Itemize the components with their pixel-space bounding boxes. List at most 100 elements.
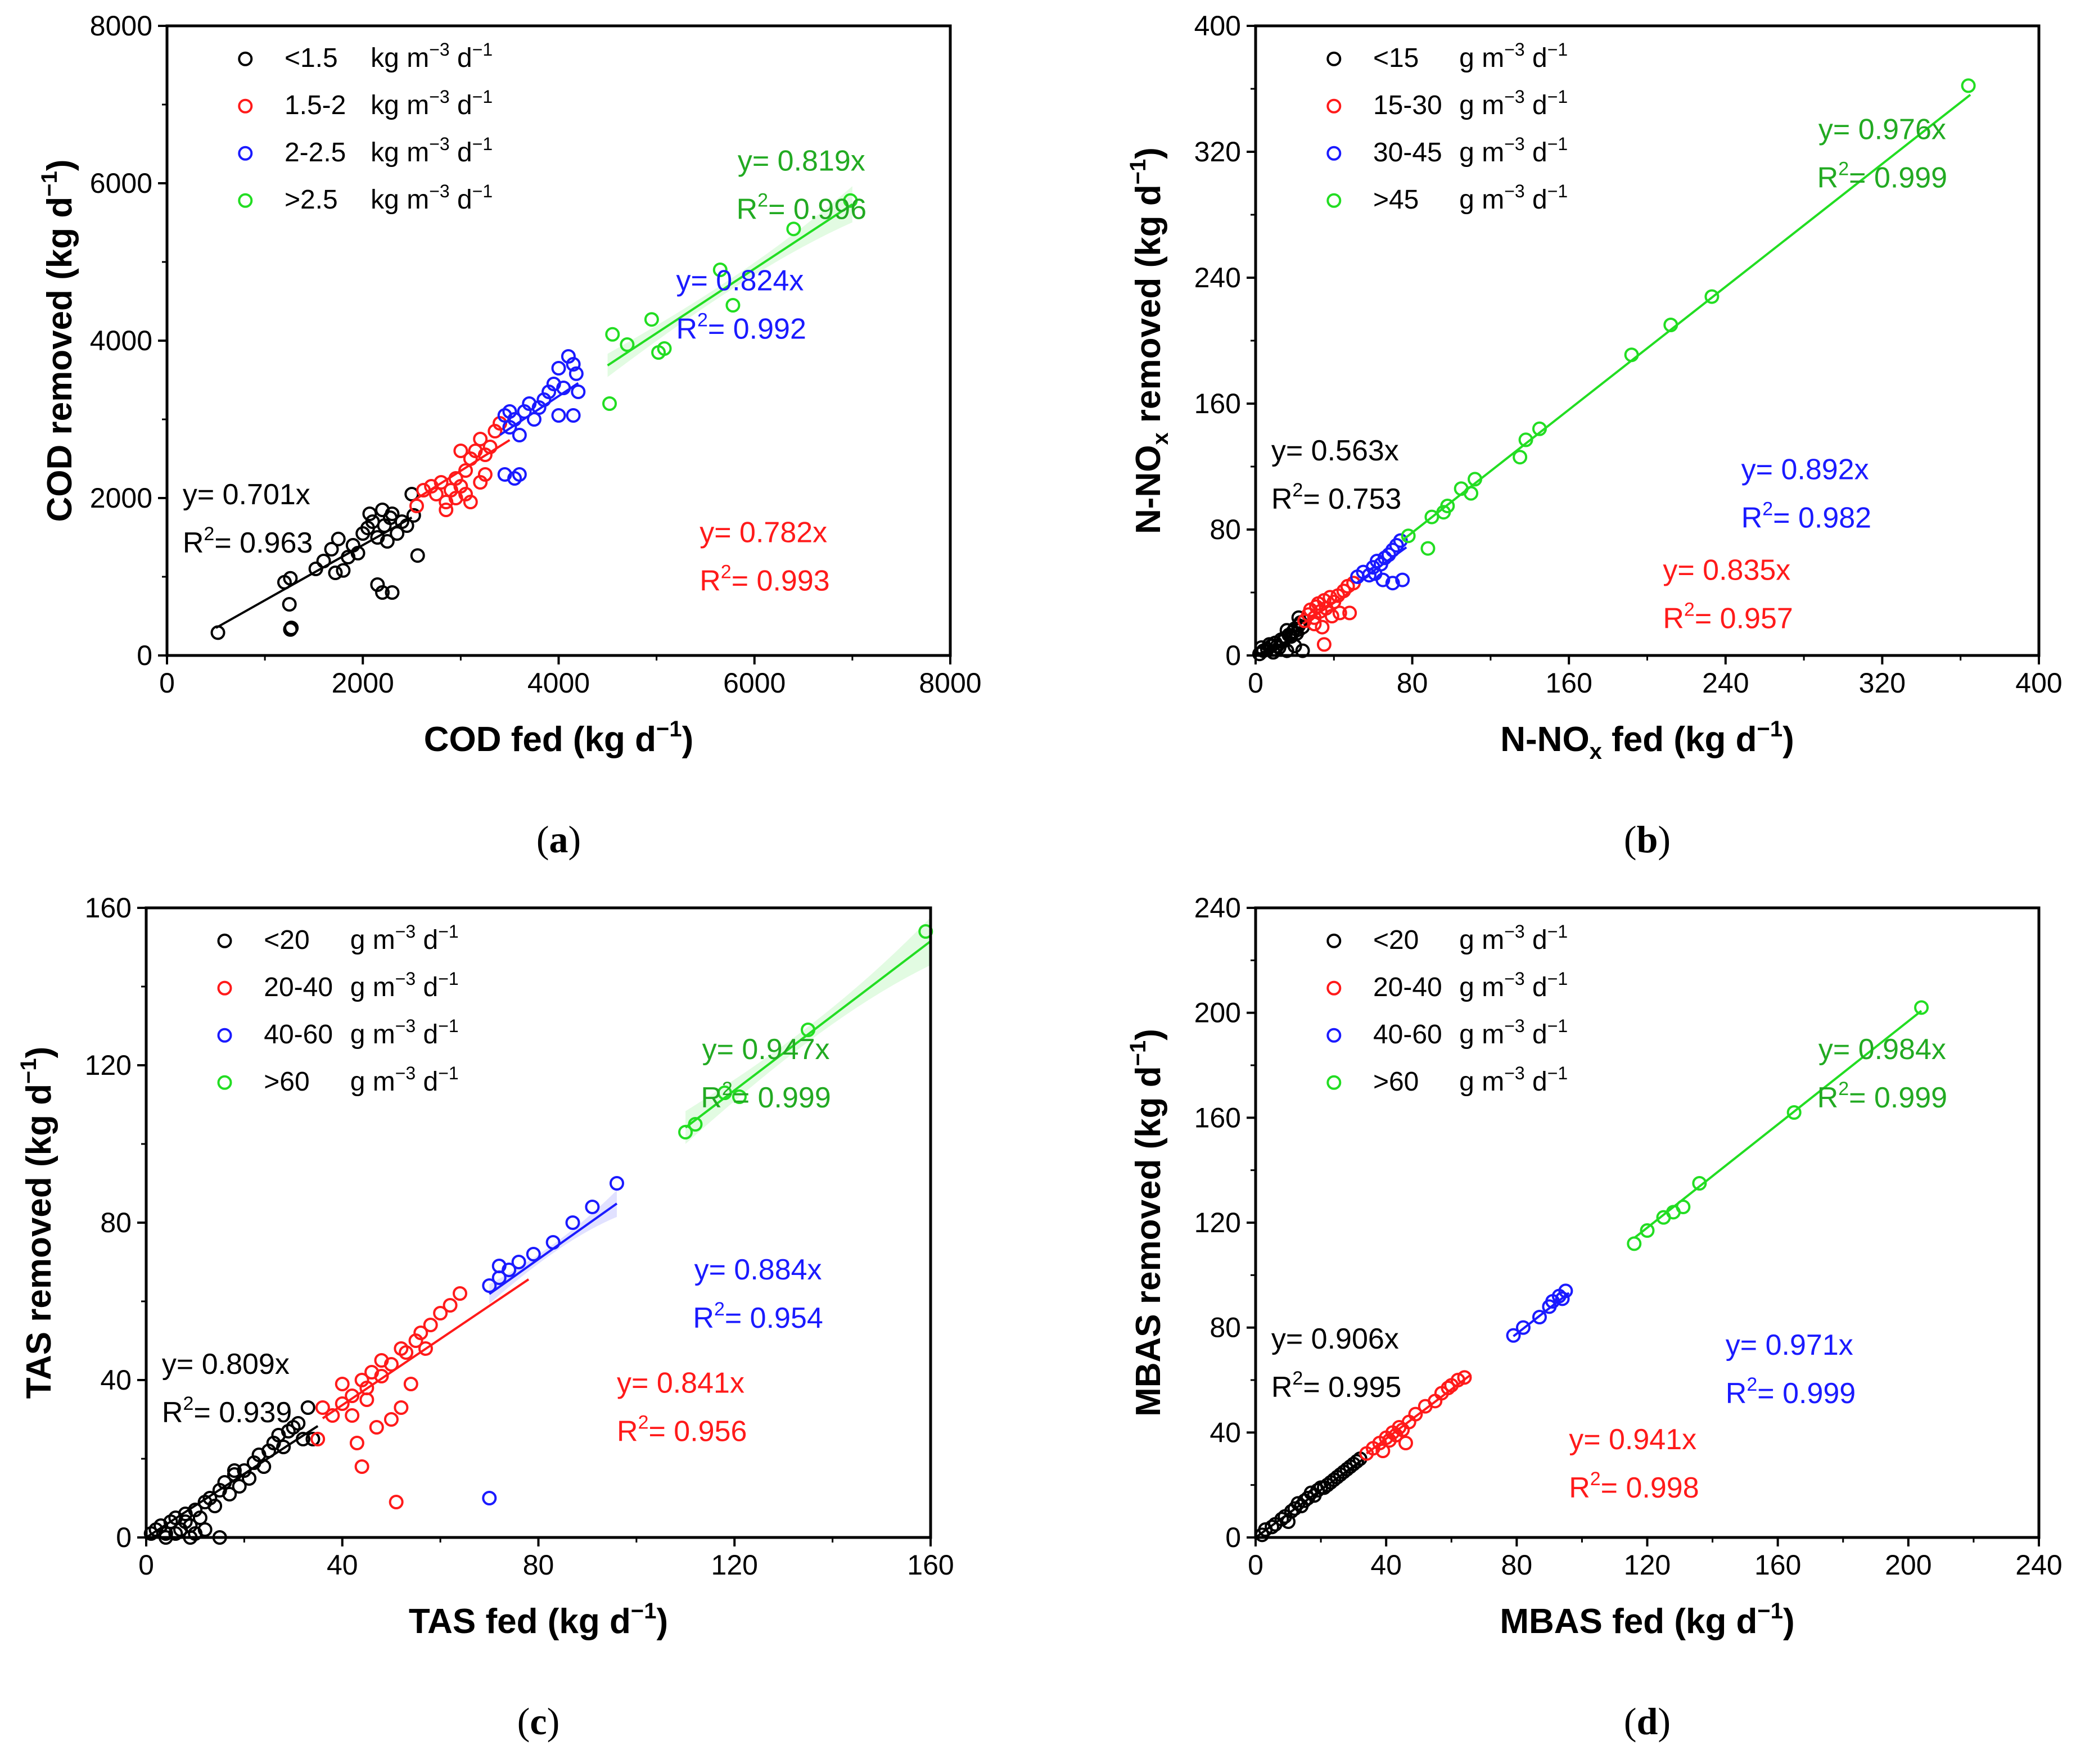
data-point-c-1-29 (374, 1369, 389, 1383)
y-tick-label-d-4: 160 (1194, 1102, 1241, 1133)
legend-marker-a-2 (238, 146, 253, 161)
legend-unit-c-2: g m−3 d−1 (350, 1016, 459, 1050)
fit-r2-b-2: R2= 0.982 (1741, 498, 1871, 534)
data-point-a-3-5 (657, 341, 672, 356)
legend-unit-c-0: g m−3 d−1 (350, 921, 459, 955)
fit-r2-a-3: R2= 0.996 (737, 190, 866, 226)
x-tick-label-a-1: 2000 (332, 667, 394, 699)
panel-label-d: (d) (1624, 1700, 1671, 1743)
fit-equation-b-1: y= 0.835x (1663, 554, 1790, 587)
legend-marker-b-0 (1326, 51, 1342, 66)
fit-line-a-3 (607, 203, 853, 367)
fit-equation-b-0: y= 0.563x (1271, 435, 1399, 467)
data-point-a-0-10 (328, 566, 343, 580)
data-point-b-1-19 (1307, 617, 1322, 631)
fit-r2-d-3: R2= 0.999 (1817, 1078, 1947, 1114)
data-point-d-2-7 (1558, 1283, 1573, 1299)
fit-line-c-1 (322, 1278, 530, 1419)
data-point-a-1-1 (416, 483, 431, 497)
data-point-a-3-7 (725, 298, 741, 313)
x-tick-label-d-3: 120 (1624, 1549, 1671, 1581)
data-point-a-0-9 (331, 531, 346, 546)
data-point-b-3-6 (1464, 486, 1479, 501)
fit-equation-d-0: y= 0.906x (1271, 1323, 1399, 1355)
legend-label-b-2: 30-45 (1373, 138, 1442, 168)
y-tick-label-d-6: 240 (1194, 892, 1241, 924)
data-point-c-0-15 (217, 1475, 232, 1490)
legend-unit-a-3: kg m−3 d−1 (371, 181, 493, 215)
legend-label-b-0: <15 (1373, 43, 1419, 73)
data-point-a-0-25 (385, 506, 400, 521)
data-point-a-1-3 (428, 487, 444, 501)
fit-equation-b-2: y= 0.892x (1741, 453, 1869, 486)
legend-unit-b-2: g m−3 d−1 (1459, 134, 1568, 168)
legend-marker-c-2 (217, 1028, 232, 1043)
panel-label-b: (b) (1624, 818, 1671, 861)
x-axis-title-a: COD fed (kg d−1) (424, 717, 694, 759)
data-point-c-1-26 (389, 1495, 404, 1509)
data-point-c-1-13 (423, 1318, 438, 1332)
y-tick-label-c-2: 80 (100, 1207, 132, 1238)
data-point-a-2-17 (566, 408, 581, 423)
y-tick-label-b-0: 0 (1225, 640, 1241, 671)
legend-marker-d-1 (1326, 980, 1342, 996)
x-axis-title-c: TAS fed (kg d−1) (409, 1599, 668, 1641)
fit-line-c-0 (145, 1425, 319, 1539)
legend-unit-d-3: g m−3 d−1 (1459, 1063, 1568, 1097)
data-point-a-0-32 (406, 508, 421, 523)
x-tick-label-a-3: 6000 (723, 667, 786, 699)
fit-line-d-2 (1513, 1292, 1570, 1337)
data-point-c-0-30 (291, 1416, 306, 1431)
y-tick-label-d-0: 0 (1225, 1522, 1241, 1553)
y-axis-title-c: TAS removed (kg d−1) (16, 1047, 58, 1399)
data-point-c-0-41 (227, 1463, 242, 1478)
data-point-a-0-6 (308, 562, 323, 576)
data-point-a-2-18 (551, 408, 566, 423)
legend-marker-a-0 (238, 51, 253, 66)
data-point-c-0-16 (222, 1487, 237, 1501)
x-tick-label-b-3: 240 (1702, 667, 1749, 699)
data-point-b-1-13 (1332, 605, 1347, 621)
fit-r2-a-2: R2= 0.992 (676, 309, 806, 345)
panel-d: 0 40 80 120 160 200 240 0 40 80 120 160 200 240 MBAS f… (1126, 892, 2063, 1743)
panel-label-c: (c) (517, 1700, 560, 1743)
fit-line-a-2 (499, 382, 579, 436)
data-point-c-0-33 (305, 1432, 321, 1446)
data-point-d-0-27 (1290, 1496, 1306, 1511)
data-point-d-3-0 (1627, 1236, 1642, 1251)
x-tick-label-c-0: 0 (138, 1549, 154, 1581)
data-point-a-3-6 (712, 263, 728, 277)
data-point-a-1-0 (409, 499, 425, 513)
x-axis-title-b: N-NOx fed (kg d−1) (1500, 717, 1794, 764)
legend-unit-b-0: g m−3 d−1 (1459, 39, 1568, 73)
data-point-a-0-2 (283, 571, 298, 586)
data-point-c-1-22 (403, 1377, 418, 1391)
data-point-c-0-39 (178, 1514, 193, 1529)
x-tick-label-b-4: 320 (1859, 667, 1906, 699)
fit-equation-d-1: y= 0.941x (1569, 1423, 1696, 1456)
y-tick-label-c-1: 40 (100, 1364, 132, 1396)
legend-label-c-2: 40-60 (264, 1020, 333, 1050)
data-point-a-3-9 (843, 193, 858, 208)
data-point-b-3-8 (1513, 450, 1528, 465)
y-tick-label-c-0: 0 (116, 1522, 132, 1553)
data-point-a-1-23 (448, 491, 463, 505)
data-point-b-0-0 (1252, 646, 1267, 662)
x-tick-label-a-0: 0 (159, 667, 175, 699)
fit-equation-c-3: y= 0.947x (702, 1033, 830, 1066)
fit-equation-b-3: y= 0.976x (1818, 114, 1946, 146)
y-tick-label-b-1: 80 (1210, 514, 1241, 545)
y-tick-label-b-2: 160 (1194, 388, 1241, 419)
fit-equation-c-1: y= 0.841x (617, 1367, 744, 1399)
confidence-band-c-2 (489, 1190, 617, 1304)
data-point-c-1-16 (453, 1286, 467, 1301)
data-point-c-0-20 (242, 1471, 257, 1486)
data-point-c-1-23 (418, 1341, 433, 1356)
data-point-a-0-23 (380, 534, 395, 549)
y-tick-label-b-5: 400 (1194, 10, 1241, 42)
fit-line-b-3 (1401, 93, 1971, 541)
data-point-a-0-33 (410, 548, 425, 563)
data-point-c-1-10 (399, 1345, 414, 1360)
legend-marker-b-3 (1326, 193, 1342, 208)
data-point-c-0-13 (207, 1499, 223, 1513)
